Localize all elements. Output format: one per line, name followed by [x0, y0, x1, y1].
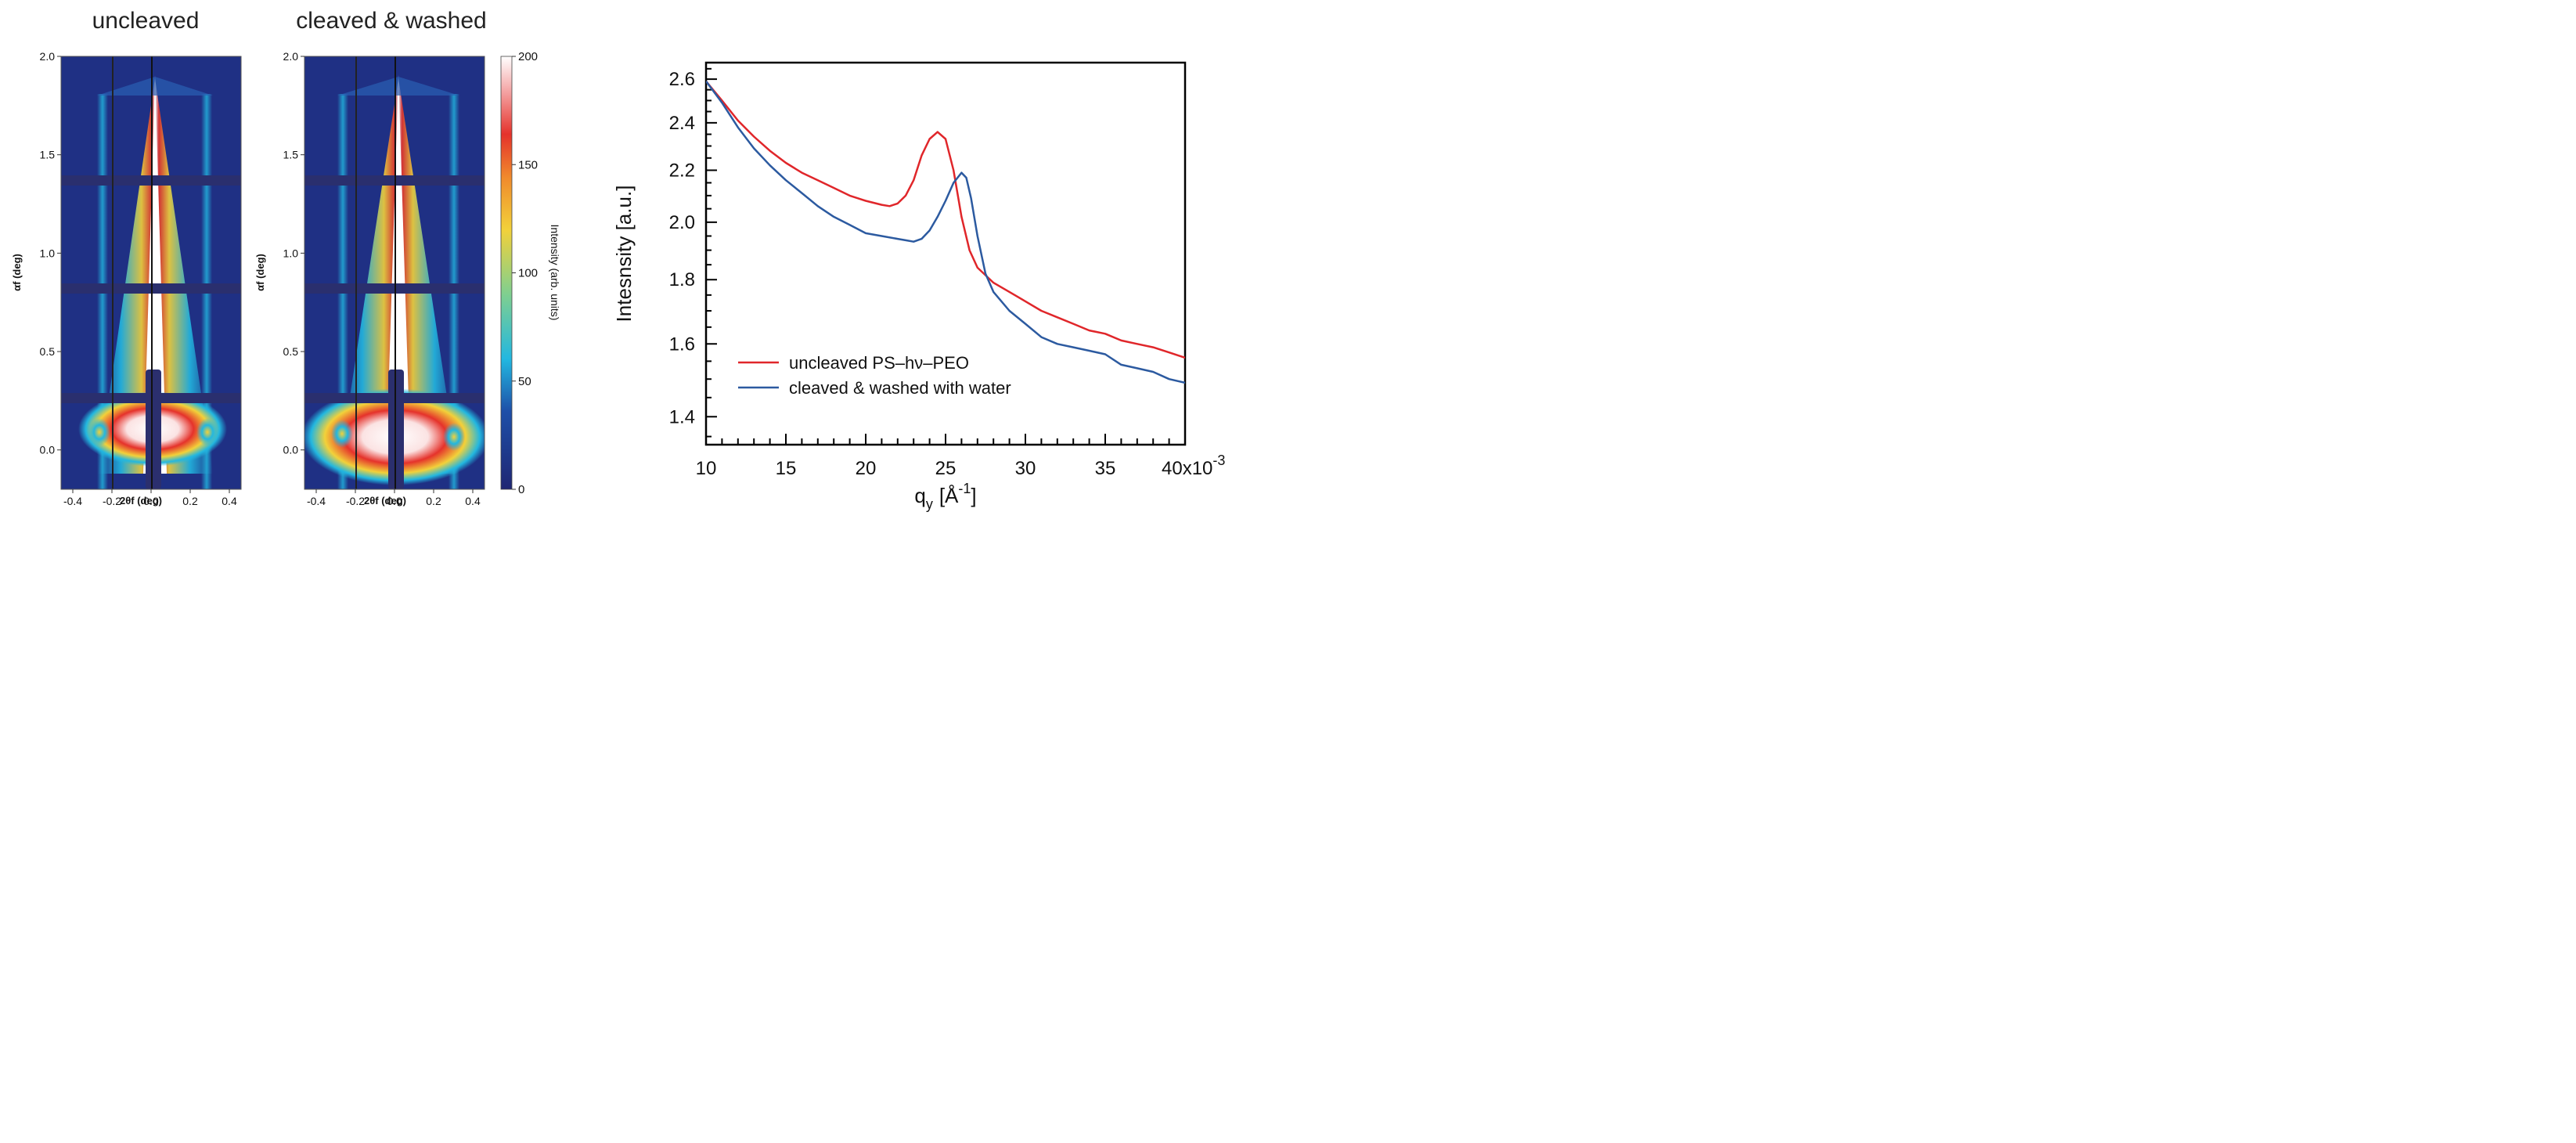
yoneda-peak-left — [88, 418, 110, 446]
x-tick-label: -0.4 — [307, 495, 326, 507]
y-tick-label: 2.2 — [669, 160, 695, 181]
y-tick-label: 2.0 — [40, 50, 56, 63]
colorbar-gradient — [500, 56, 513, 490]
y-tick-label: 1.0 — [40, 247, 56, 259]
beamstop — [146, 370, 161, 489]
y-tick-label: 2.0 — [669, 212, 695, 233]
x-tick-label: -0.4 — [63, 495, 82, 507]
x-tick-label: 35 — [1095, 458, 1116, 479]
y-tick-label: 1.5 — [40, 149, 56, 161]
yoneda-peak-right — [443, 423, 465, 451]
y-tick-label: 1.4 — [669, 406, 695, 427]
x-tick-label: 0.4 — [465, 495, 481, 507]
colorbar-tick-label: 0 — [518, 483, 524, 496]
colorbar-tick-label: 150 — [518, 158, 538, 171]
x-tick-label: 25 — [935, 458, 957, 479]
cleaved-title: cleaved & washed — [296, 8, 487, 34]
uncleaved-heatmap — [61, 56, 241, 489]
uncleaved-panel: uncleaved -0.4 -0.2 0.0 0.2 0.4 0.0 0.5 1.0 1.5 2… — [11, 8, 242, 507]
cleaved-panel: cleaved & washed -0.4 -0.2 0.0 0.2 0.4 0.0 0.5… — [254, 8, 487, 507]
uncleaved-ylabel: αf (deg) — [11, 254, 23, 291]
y-tick-label: 0.5 — [40, 345, 56, 358]
x-tick-label: 0.4 — [222, 495, 237, 507]
y-tick-label: 1.8 — [669, 269, 695, 290]
colorbar-tick-label: 100 — [518, 267, 538, 280]
colorbar-ticks: 0 50 100 150 200 — [512, 50, 538, 496]
colorbar-tick-label: 200 — [518, 50, 538, 63]
colorbar-tick-label: 50 — [518, 375, 531, 388]
y-tick-label: 1.0 — [283, 247, 299, 259]
uncleaved-title: uncleaved — [92, 8, 200, 34]
y-tick-label: 2.0 — [283, 50, 299, 63]
x-tick-label: 0.2 — [426, 495, 441, 507]
y-tick-label: 1.6 — [669, 334, 695, 355]
line-chart-xlabel: qy [Å-1] — [914, 481, 976, 512]
y-tick-label: 0.0 — [40, 444, 56, 456]
series-uncleaved-line — [706, 81, 1185, 359]
uncleaved-axes: -0.4 -0.2 0.0 0.2 0.4 0.0 0.5 1.0 1.5 2.0 — [40, 50, 237, 507]
legend-label-cleaved: cleaved & washed with water — [789, 378, 1011, 398]
x-tick-label: -0.2 — [103, 495, 121, 507]
yoneda-peak-left — [331, 420, 353, 448]
x-tick-label: 0.0 — [143, 495, 159, 507]
legend-label-uncleaved: uncleaved PS–hν–PEO — [789, 353, 969, 373]
cleaved-heatmap — [304, 56, 485, 489]
cleaved-axes: -0.4 -0.2 0.0 0.2 0.4 0.0 0.5 1.0 1.5 2.0 — [283, 50, 481, 507]
y-tick-label: 0.5 — [283, 345, 299, 358]
colorbar-label: Intensity (arb. units) — [549, 225, 561, 321]
x-tick-label: 15 — [776, 458, 797, 479]
y-tick-label: 2.4 — [669, 113, 695, 134]
y-tick-label: 2.6 — [669, 69, 695, 90]
uncleaved-xlabel: 2θf (deg) — [120, 495, 162, 507]
yoneda-peak-right — [196, 418, 218, 446]
y-tick-label: 1.5 — [283, 149, 299, 161]
line-chart-ylabel: Intesnsity [a.u.] — [612, 186, 636, 323]
x-tick-label: 0.2 — [182, 495, 198, 507]
y-tick-label: 0.0 — [283, 444, 299, 456]
line-chart-axes: 10 15 20 25 30 35 40x10-3 1.4 1.6 1.8 2.0 2.2 2.4 2.6 — [669, 67, 1225, 479]
x-tick-label: 10 — [696, 458, 717, 479]
legend: uncleaved PS–hν–PEO cleaved & washed wit… — [738, 353, 1011, 398]
line-chart-series — [706, 81, 1185, 384]
cleaved-ylabel: αf (deg) — [254, 254, 266, 291]
cleaved-xlabel: 2θf (deg) — [364, 495, 406, 507]
x-tick-label: 20 — [856, 458, 877, 479]
x-tick-label: 40x10-3 — [1162, 453, 1225, 479]
x-tick-label: 30 — [1015, 458, 1036, 479]
series-cleaved-line — [706, 81, 1185, 384]
colorbar: 0 50 100 150 200 Intensity (arb. units) — [500, 50, 561, 496]
x-tick-label: -0.2 — [346, 495, 365, 507]
x-tick-label: 0.0 — [387, 495, 402, 507]
line-chart: 10 15 20 25 30 35 40x10-3 1.4 1.6 1.8 2.0 2.2 2.4 2.6… — [612, 61, 1225, 512]
